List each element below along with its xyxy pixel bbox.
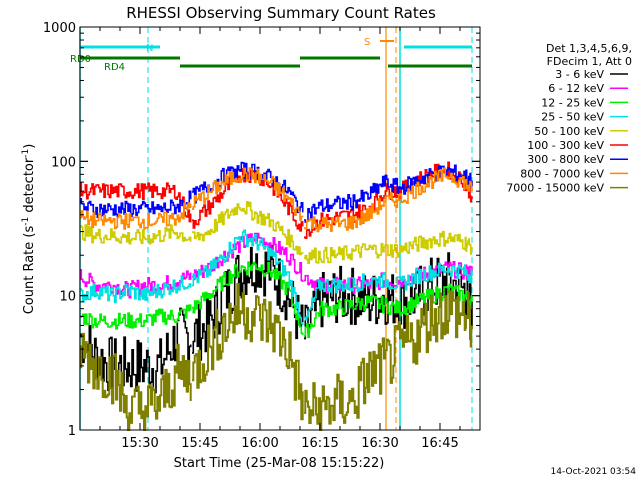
series-line <box>192 168 304 232</box>
legend-label: 25 - 50 keV <box>541 111 604 124</box>
series-line <box>80 224 192 245</box>
legend-label: 12 - 25 keV <box>541 96 604 109</box>
y-tick-label: 1 <box>68 424 76 439</box>
legend-label: 300 - 800 keV <box>527 153 604 166</box>
series-line <box>80 182 192 223</box>
series-line <box>80 304 192 330</box>
flag-s-label: S <box>364 37 370 48</box>
legend-label: 3 - 6 keV <box>555 68 604 81</box>
series-lines <box>80 161 473 431</box>
legend-label: 100 - 300 keV <box>527 139 604 152</box>
series-line <box>304 230 473 264</box>
legend-header: Det 1,3,4,5,6,9, <box>546 42 632 55</box>
series-line <box>304 290 473 431</box>
observing-flags: N S RD0 RD4 <box>70 37 472 73</box>
series-line <box>304 262 473 321</box>
series-line <box>192 261 304 335</box>
series-line <box>304 164 473 223</box>
x-tick-label: 16:15 <box>301 436 338 451</box>
x-tick-label: 15:45 <box>181 436 218 451</box>
series-line <box>80 275 192 304</box>
series-line <box>80 332 192 431</box>
legend-header: FDecim 1, Att 0 <box>547 55 632 68</box>
legend-label: 7000 - 15000 keV <box>506 182 604 195</box>
y-tick-label: 1000 <box>43 21 76 36</box>
timestamp: 14-Oct-2021 03:54 <box>551 467 637 477</box>
x-tick-label: 16:45 <box>421 436 458 451</box>
flag-rd4-label: RD4 <box>104 62 125 73</box>
flag-rd0-label: RD0 <box>70 54 91 65</box>
legend-label: 800 - 7000 keV <box>520 167 604 180</box>
flag-n-label: N <box>146 43 153 54</box>
series-line <box>80 202 192 230</box>
x-axis-label: Start Time (25-Mar-08 15:15:22) <box>174 456 385 471</box>
series-line <box>192 244 304 361</box>
x-tick-label: 16:00 <box>241 436 278 451</box>
series-line <box>304 283 473 338</box>
series-line <box>304 167 473 233</box>
series-line <box>192 201 304 256</box>
series-line <box>192 283 304 421</box>
legend-label: 50 - 100 keV <box>534 125 604 138</box>
x-tick-label: 16:30 <box>361 436 398 451</box>
y-axis-label: Count Rate (s-1 detector-1) <box>21 144 37 315</box>
y-tick-label: 100 <box>51 155 76 170</box>
legend: Det 1,3,4,5,6,9,FDecim 1, Att 03 - 6 keV… <box>506 42 632 195</box>
series-line <box>192 167 304 221</box>
series-line <box>192 229 304 326</box>
chart-title: RHESSI Observing Summary Count Rates <box>126 4 436 22</box>
series-line <box>80 269 192 299</box>
x-tick-label: 15:30 <box>121 436 158 451</box>
axes: 15:30 15:45 16:00 16:15 16:30 16:45 1 10 100 1000 <box>43 21 481 451</box>
y-tick-label: 10 <box>59 290 76 305</box>
legend-label: 6 - 12 keV <box>548 82 604 95</box>
